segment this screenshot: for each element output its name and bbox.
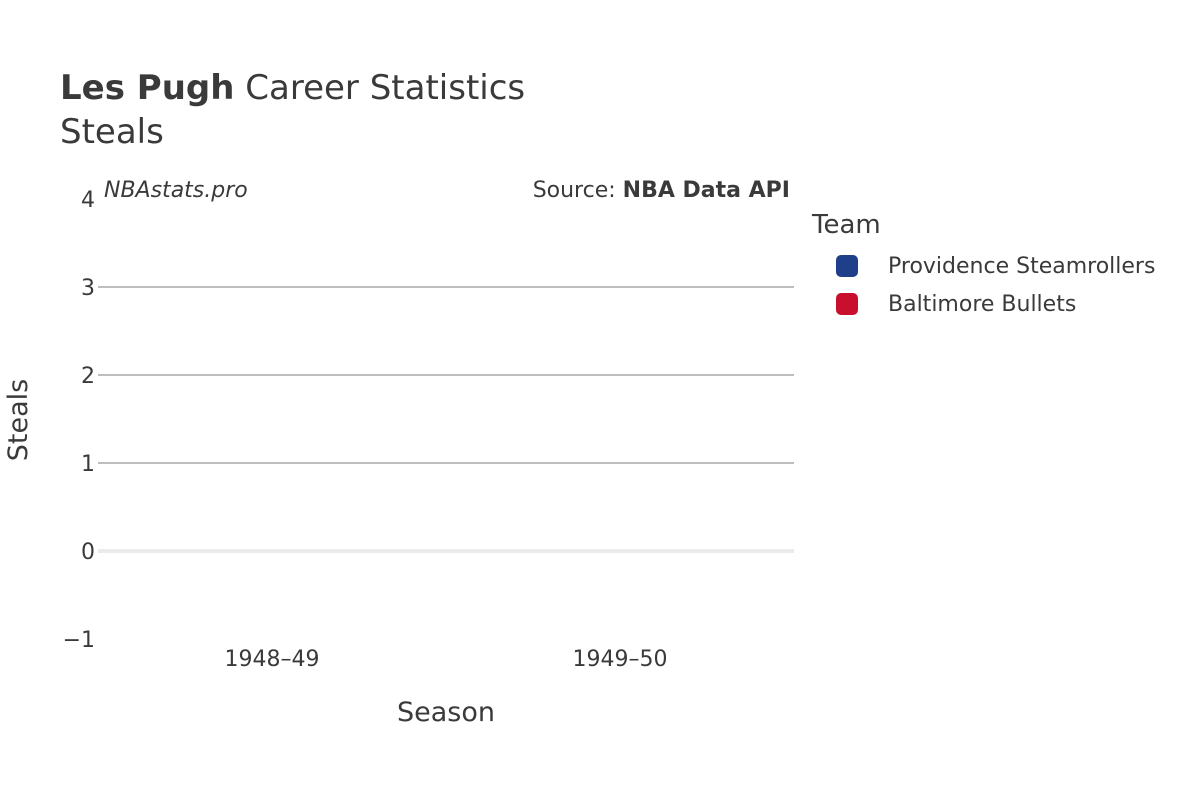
y-tick-label: 0: [81, 540, 95, 565]
watermark: NBAstats.pro: [104, 178, 248, 203]
chart-subtitle: Steals: [60, 112, 164, 152]
y-tick-label: −1: [63, 628, 95, 653]
legend-swatch: [836, 293, 858, 315]
y-axis-title: Steals: [3, 379, 34, 461]
source-name: NBA Data API: [622, 178, 790, 203]
chart-title: Les Pugh Career Statistics: [60, 68, 525, 108]
chart-title-rest: Career Statistics: [234, 68, 526, 108]
x-tick-label: 1948–49: [225, 647, 320, 672]
x-axis-title: Season: [397, 697, 495, 728]
y-axis-ticks: −1 0 1 2 3 4: [63, 188, 95, 653]
legend-item-baltimore-bullets[interactable]: Baltimore Bullets: [836, 289, 1076, 319]
chart-title-player: Les Pugh: [60, 68, 235, 108]
source-prefix: Source:: [532, 178, 623, 203]
gridlines: [98, 286, 794, 553]
x-tick-label: 1949–50: [573, 647, 668, 672]
y-tick-label: 3: [81, 276, 95, 301]
y-tick-label: 1: [81, 452, 95, 477]
y-tick-label: 2: [81, 364, 95, 389]
legend-item-providence-steamrollers[interactable]: Providence Steamrollers: [836, 251, 1155, 281]
y-tick-label: 4: [81, 188, 95, 213]
x-axis-ticks: 1948–49 1949–50: [225, 647, 668, 672]
legend-title: Team: [812, 210, 881, 240]
legend-swatch: [836, 255, 858, 277]
source-credit: Source: NBA Data API: [533, 178, 790, 203]
legend-label: Providence Steamrollers: [888, 253, 1156, 279]
legend-label: Baltimore Bullets: [888, 291, 1077, 317]
